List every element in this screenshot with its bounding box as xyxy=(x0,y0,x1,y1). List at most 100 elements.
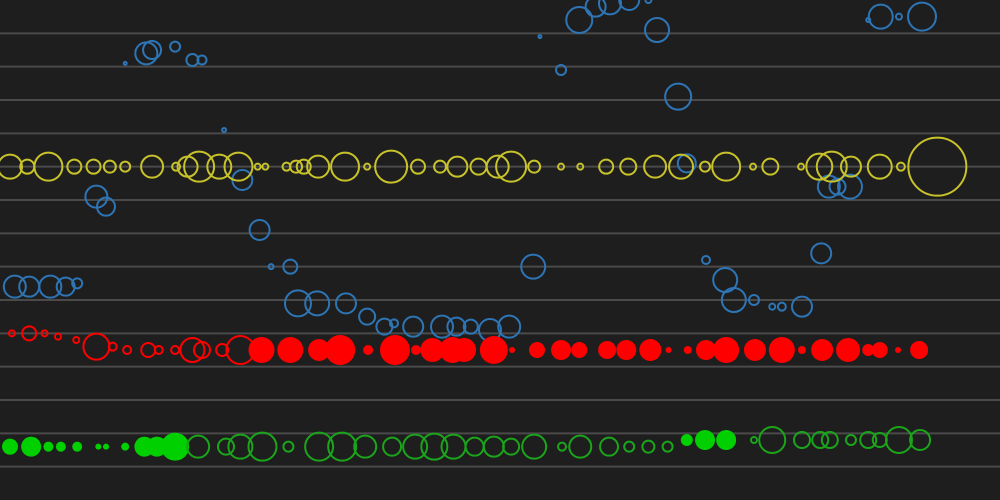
bubble-point xyxy=(598,158,615,175)
bubble-point xyxy=(529,342,546,358)
bubble-point xyxy=(820,431,839,449)
bubble-point xyxy=(7,329,16,338)
bubble-point xyxy=(497,314,522,339)
bubble-point xyxy=(871,432,888,448)
bubble-point xyxy=(402,315,425,338)
bubble-point xyxy=(248,219,271,241)
bubble-point xyxy=(664,82,693,111)
bubble-point xyxy=(248,337,275,363)
bubble-point xyxy=(676,153,697,174)
bubble-point xyxy=(699,160,712,173)
bubble-point xyxy=(96,196,116,217)
bubble-point xyxy=(284,289,312,318)
bubble-point xyxy=(55,276,76,297)
bubble-point xyxy=(862,344,875,356)
bubble-point xyxy=(837,173,863,200)
bubble-point xyxy=(358,307,377,326)
bubble-point xyxy=(374,149,409,184)
bubble-point xyxy=(85,158,102,175)
bubble-point xyxy=(599,436,620,457)
series-0 xyxy=(2,0,937,342)
bubble-point xyxy=(66,158,83,175)
bubble-point xyxy=(107,341,118,352)
bubble-point xyxy=(2,438,18,455)
series-1 xyxy=(0,136,968,197)
bubble-point xyxy=(54,332,62,341)
bubble-point xyxy=(206,153,233,180)
bubble-point xyxy=(895,161,906,172)
bubble-point xyxy=(140,342,157,358)
bubble-point xyxy=(446,155,469,178)
bubble-point xyxy=(836,338,861,362)
bubble-point xyxy=(695,430,716,450)
bubble-layer xyxy=(0,0,968,462)
bubble-point xyxy=(867,3,894,30)
bubble-point xyxy=(907,1,937,32)
bubble-point xyxy=(793,431,811,449)
bubble-point xyxy=(193,341,211,359)
bubble-point xyxy=(430,314,454,339)
bubble-point xyxy=(828,177,847,196)
bubble-point xyxy=(289,159,304,174)
bubble-point xyxy=(0,153,23,180)
bubble-point xyxy=(701,255,711,265)
bubble-point xyxy=(335,292,357,315)
bubble-point xyxy=(363,162,372,171)
bubble-point xyxy=(247,431,278,462)
bubble-point xyxy=(758,426,787,454)
bubble-point xyxy=(509,347,516,353)
bubble-point xyxy=(815,150,848,183)
bubble-point xyxy=(179,337,206,363)
bubble-point xyxy=(183,150,216,183)
bubble-point xyxy=(327,431,358,462)
bubble-point xyxy=(102,159,117,174)
bubble-point xyxy=(330,151,361,182)
bubble-point xyxy=(748,294,760,306)
bubble-point xyxy=(261,162,270,171)
bubble-point xyxy=(122,345,133,355)
bubble-point xyxy=(82,332,111,361)
bubble-point xyxy=(810,242,833,265)
bubble-point xyxy=(750,436,758,444)
bubble-point xyxy=(871,342,888,358)
bubble-point xyxy=(618,0,641,11)
bubble-point xyxy=(464,436,485,457)
bubble-point xyxy=(119,160,132,173)
bubble-point xyxy=(21,325,38,342)
bubble-point xyxy=(420,432,449,461)
bubble-point xyxy=(420,338,445,362)
bubble-point xyxy=(21,436,42,457)
bubble-point xyxy=(267,263,275,271)
bubble-point xyxy=(72,441,83,452)
bubble-point xyxy=(71,277,84,290)
bubble-point xyxy=(142,40,163,60)
bubble-point xyxy=(665,347,672,353)
bubble-point xyxy=(18,275,41,298)
bubble-point xyxy=(410,158,426,175)
bubble-point xyxy=(743,339,766,361)
bubble-point xyxy=(363,345,374,355)
grid-layer xyxy=(0,32,1000,468)
bubble-point xyxy=(306,154,331,179)
bubble-point xyxy=(910,341,929,359)
bubble-point xyxy=(402,433,429,460)
bubble-point xyxy=(811,431,830,449)
bubble-point xyxy=(619,157,638,176)
bubble-point xyxy=(153,345,164,355)
bubble-point xyxy=(72,336,81,344)
series-2 xyxy=(7,325,929,365)
bubble-point xyxy=(555,64,568,76)
bubble-point xyxy=(907,136,968,197)
bubble-point xyxy=(495,150,528,183)
bubble-point xyxy=(277,337,304,363)
bubble-point xyxy=(223,151,254,182)
bubble-point xyxy=(696,340,716,360)
bubble-point xyxy=(520,253,547,280)
bubble-point xyxy=(644,0,653,4)
bubble-point xyxy=(452,338,477,362)
bubble-point xyxy=(639,339,662,361)
bubble-point xyxy=(282,258,299,275)
bubble-point xyxy=(644,17,671,43)
bubble-point xyxy=(557,441,567,452)
